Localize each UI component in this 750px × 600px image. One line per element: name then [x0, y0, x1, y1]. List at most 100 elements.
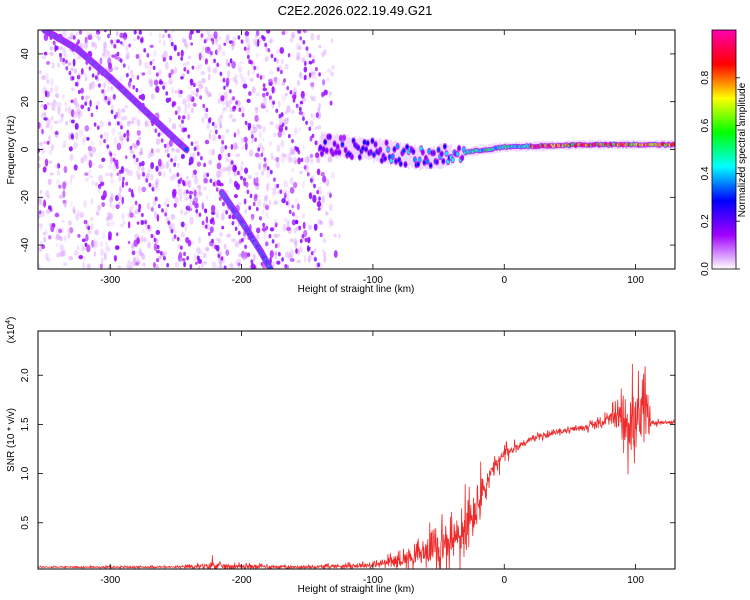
spectrogram-speckle: [52, 98, 56, 103]
spectrogram-streak: [298, 225, 302, 231]
spectrogram-direct-halo: [349, 137, 352, 158]
spectrogram-speckle: [330, 38, 334, 43]
spectrogram-speckle: [141, 234, 144, 243]
spectrogram-speckle: [184, 180, 190, 188]
spectrogram-speckle: [117, 108, 121, 114]
spectrogram-speckle: [179, 257, 183, 264]
spectrogram-speckle: [88, 159, 93, 164]
spectrogram-speckle: [65, 121, 69, 126]
spectrogram-speckle: [308, 192, 313, 200]
spectrogram-speckle: [61, 249, 66, 257]
spectrogram-speckle: [46, 60, 51, 65]
spectrogram-streak: [314, 257, 317, 262]
spectrogram-streak: [90, 112, 94, 118]
spectrogram-speckle: [315, 156, 321, 164]
spectrogram-speckle: [329, 100, 333, 106]
spectrogram-speckle: [185, 43, 189, 49]
spectrogram-speckle: [298, 71, 303, 79]
spectrogram-speckle: [52, 99, 57, 107]
spectrogram-speckle: [240, 106, 245, 114]
spectrogram-speckle: [282, 30, 286, 33]
spectrogram-speckle: [129, 120, 135, 125]
spectrogram-streak: [318, 72, 321, 77]
spectrogram-track-core: [184, 147, 189, 152]
spectrogram-speckle: [206, 125, 210, 130]
spectrogram-speckle: [285, 193, 290, 202]
spectrogram-y-tick-label: 40: [20, 48, 31, 60]
spectrogram-speckle: [152, 58, 155, 63]
spectrogram-streak: [209, 178, 213, 184]
spectrogram-streak: [62, 57, 66, 63]
spectrogram-speckle: [106, 221, 111, 228]
spectrogram-speckle: [254, 114, 259, 123]
spectrogram-speckle: [119, 135, 124, 141]
spectrogram-speckle: [84, 77, 88, 82]
spectrogram-speckle: [244, 35, 250, 42]
spectrogram-speckle: [231, 118, 237, 122]
spectrogram-speckle: [138, 203, 142, 210]
spectrogram-streak: [196, 88, 199, 93]
spectrogram-direct-core: [344, 148, 348, 153]
spectrogram-speckle: [118, 185, 122, 194]
spectrogram-streak: [291, 212, 295, 217]
spectrogram-speckle: [309, 135, 313, 142]
spectrogram-speckle: [168, 78, 173, 85]
spectrogram-speckle: [261, 209, 265, 215]
spectrogram-speckle: [41, 54, 47, 60]
spectrogram-speckle: [294, 240, 298, 248]
spectrogram-streak: [177, 115, 181, 120]
spectrogram-speckle: [193, 140, 199, 144]
spectrogram-speckle: [113, 66, 119, 71]
spectrogram-streak: [74, 81, 78, 87]
spectrogram-speckle: [273, 250, 278, 256]
spectrogram-speckle: [275, 123, 280, 130]
spectrogram-speckle: [138, 151, 143, 156]
spectrogram-speckle: [155, 112, 158, 117]
spectrogram-speckle: [70, 133, 74, 140]
spectrogram-speckle: [134, 116, 138, 124]
spectrogram-speckle: [168, 139, 173, 147]
spectrogram-speckle: [73, 208, 77, 214]
spectrogram-streak: [141, 212, 144, 218]
spectrogram-streak: [287, 133, 291, 139]
spectrogram-direct-halo: [322, 134, 325, 156]
spectrogram-speckle: [41, 210, 45, 218]
spectrogram-speckle: [103, 82, 106, 89]
spectrogram-speckle: [80, 157, 84, 164]
spectrogram-speckle: [321, 248, 325, 254]
spectrogram-speckle: [38, 223, 43, 227]
spectrogram-streak: [166, 263, 170, 268]
spectrogram-speckle: [48, 160, 53, 164]
spectrogram-streak: [98, 83, 101, 88]
spectrogram-speckle: [108, 236, 112, 241]
spectrogram-speckle: [282, 223, 288, 232]
spectrogram-speckle: [269, 37, 274, 43]
spectrogram-speckle: [56, 163, 61, 169]
spectrogram-speckle: [224, 95, 229, 104]
spectrogram-speckle: [250, 138, 255, 144]
spectrogram-speckle: [198, 52, 202, 61]
spectrogram-speckle: [258, 124, 262, 130]
spectrogram-speckle: [69, 200, 73, 207]
spectrogram-speckle: [225, 128, 230, 134]
spectrogram-speckle: [54, 129, 59, 138]
spectrogram-speckle: [265, 108, 269, 113]
spectrogram-speckle: [88, 175, 94, 179]
spectrogram-speckle: [236, 202, 242, 206]
spectrogram-speckle: [162, 80, 167, 87]
spectrogram-speckle: [128, 43, 132, 48]
spectrogram-speckle: [186, 113, 191, 121]
spectrogram-speckle: [109, 155, 114, 162]
snr-series-line: [38, 364, 675, 569]
spectrogram-streak: [144, 220, 147, 225]
spectrogram-speckle: [69, 153, 74, 162]
spectrogram-speckle: [65, 59, 68, 64]
spectrogram-speckle: [285, 189, 290, 198]
spectrogram-streak: [269, 169, 273, 175]
spectrogram-speckle: [134, 261, 140, 266]
spectrogram-streak: [155, 72, 159, 77]
spectrogram-speckle: [266, 171, 270, 179]
spectrogram-speckle: [107, 211, 111, 220]
spectrogram-speckle: [201, 46, 205, 51]
spectrogram-speckle: [246, 98, 251, 104]
